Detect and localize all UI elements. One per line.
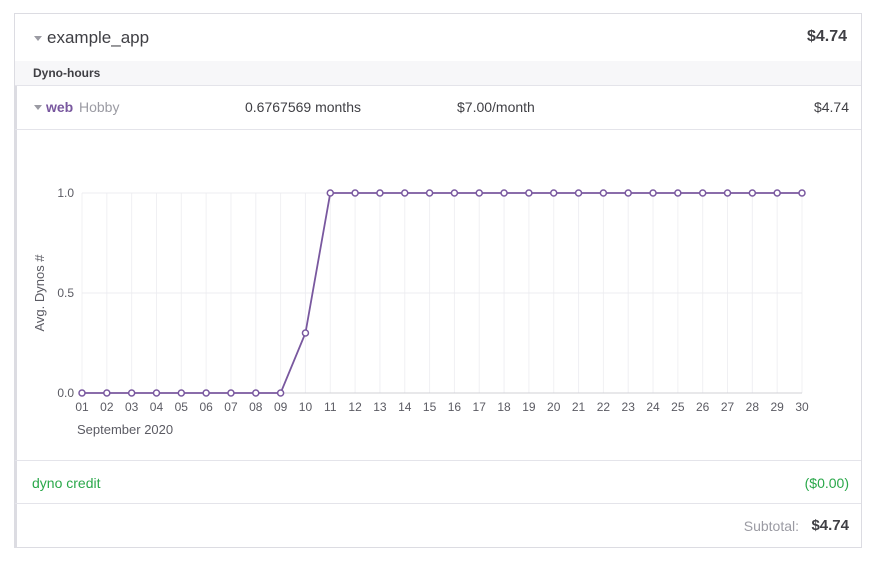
subtotal-label: Subtotal: [743,518,799,534]
x-tick-label: 13 [373,400,387,414]
app-name: example_app [47,28,150,47]
data-point[interactable] [103,389,111,397]
dyno-cost: $4.74 [813,99,849,115]
section-label: Dyno-hours [33,66,101,80]
data-point[interactable] [773,189,781,197]
data-point[interactable] [326,189,335,197]
data-point[interactable] [78,389,86,397]
x-tick-label: 27 [721,400,735,414]
caret-down-icon[interactable] [34,36,42,41]
x-tick-label: 25 [671,400,685,414]
x-tick-label: 09 [274,400,288,414]
data-point[interactable] [798,189,806,197]
x-tick-label: 24 [646,400,660,414]
data-point[interactable] [177,389,186,397]
x-tick-label: 08 [249,400,263,414]
dyno-rate: $7.00/month [457,99,535,115]
data-point[interactable] [450,189,459,197]
data-point[interactable] [698,189,707,197]
x-tick-label: 14 [398,400,412,414]
data-point[interactable] [649,189,657,197]
dyno-size: Hobby [79,99,120,115]
y-tick-label: 0.5 [57,286,74,300]
data-point[interactable] [276,389,285,397]
dyno-row-web[interactable]: web Hobby 0.6767569 months $7.00/month $… [15,86,861,130]
invoice-app-panel: example_app $4.74 Dyno-hours web Hobby 0… [14,13,862,548]
y-tick-label: 0.0 [57,386,74,400]
dyno-usage: 0.6767569 months [245,99,361,115]
data-point[interactable] [599,189,608,197]
x-tick-label: 29 [770,400,784,414]
x-tick-label: 22 [597,400,611,414]
x-tick-label: 06 [199,400,213,414]
x-tick-label: 15 [423,400,437,414]
x-tick-label: 02 [100,400,114,414]
data-point[interactable] [723,189,732,197]
x-tick-label: 19 [522,400,536,414]
x-tick-label: 11 [324,400,337,414]
x-tick-label: 26 [696,400,710,414]
credit-label: dyno credit [32,475,101,491]
dyno-name: web [46,99,74,115]
subtotal-value: $4.74 [811,517,849,534]
y-axis-title: Avg. Dynos # [32,254,47,332]
data-point[interactable] [252,389,260,397]
x-tick-label: 04 [150,400,164,414]
chart-series [78,189,806,397]
x-tick-label: 16 [448,400,462,414]
data-point[interactable] [549,189,558,197]
data-point[interactable] [301,329,310,337]
y-tick-label: 1.0 [57,186,74,200]
dyno-credit-row: dyno credit ($0.00) [15,460,861,504]
x-tick-label: 30 [795,400,809,414]
section-header: Dyno-hours [15,61,861,86]
x-tick-label: 18 [497,400,511,414]
credit-value: ($0.00) [804,475,849,491]
x-tick-label: 07 [224,400,238,414]
x-axis-title: September 2020 [77,422,173,437]
data-point[interactable] [351,189,359,197]
chart-grid [81,192,803,394]
x-tick-label: 21 [572,400,586,414]
data-point[interactable] [152,389,161,397]
usage-chart: 0.0 0.5 1.0 01 02 03 04 05 06 07 08 09 10 11 12 13 14 15 1… [32,186,809,437]
x-tick-label: 05 [175,400,189,414]
x-tick-label: 03 [125,400,139,414]
data-point[interactable] [624,189,632,197]
x-tick-label: 28 [746,400,760,414]
x-tick-label: 12 [348,400,362,414]
data-point[interactable] [574,189,583,197]
x-tick-label: 01 [75,400,89,414]
data-point[interactable] [376,189,384,197]
data-point[interactable] [748,189,757,197]
data-point[interactable] [500,189,508,197]
data-point[interactable] [202,389,210,397]
x-tick-label: 17 [473,400,487,414]
data-point[interactable] [475,189,483,197]
app-total: $4.74 [806,28,847,45]
data-point[interactable] [227,389,235,397]
x-tick-label: 20 [547,400,561,414]
series-line [82,192,802,394]
data-point[interactable] [525,189,533,197]
chart-axes: 0.0 0.5 1.0 01 02 03 04 05 06 07 08 09 10 11 12 13 14 15 1… [57,186,809,414]
data-point[interactable] [674,189,682,197]
data-point[interactable] [127,389,136,397]
x-tick-label: 23 [622,400,636,414]
data-point[interactable] [425,189,434,197]
caret-down-icon[interactable] [34,105,42,110]
x-tick-label: 10 [299,400,313,414]
data-point[interactable] [401,189,409,197]
